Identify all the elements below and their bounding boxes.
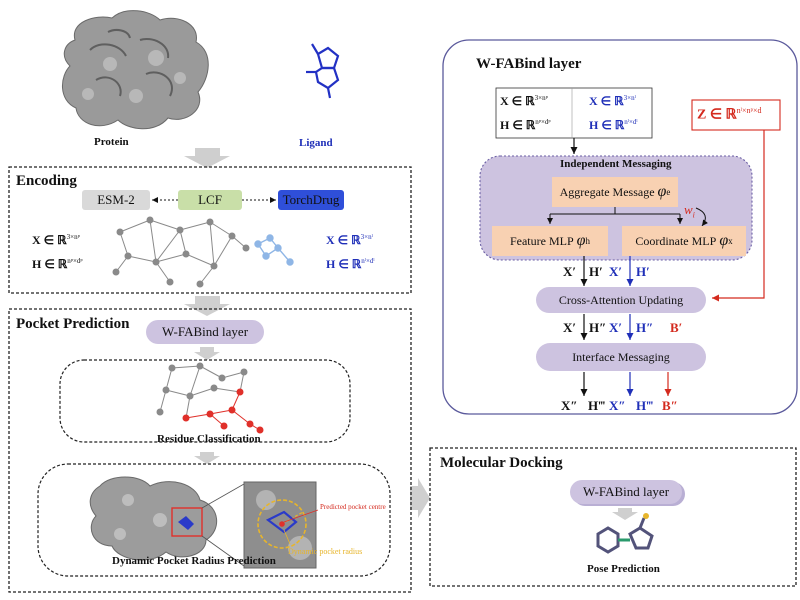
pocket-title: Pocket Prediction bbox=[16, 316, 130, 332]
encoding-ligand-x: X ∈ ℝ3×nˡ bbox=[326, 233, 373, 247]
row3-x: X″ bbox=[561, 398, 578, 413]
row2-h: H″ bbox=[589, 320, 607, 335]
protein-label: Protein bbox=[94, 136, 129, 148]
pose-prediction-label: Pose Prediction bbox=[587, 563, 660, 575]
encoding-protein-h: H ∈ ℝnᵖ×dᵖ bbox=[32, 257, 83, 271]
pocket-residues-image bbox=[182, 388, 264, 434]
row1-lh: H′ bbox=[636, 264, 650, 279]
row2-lx: X′ bbox=[609, 320, 623, 335]
input-ligand-h: H ∈ ℝnˡ×dˡ bbox=[589, 118, 638, 132]
row2-x: X′ bbox=[563, 320, 577, 335]
independent-messaging-label: Independent Messaging bbox=[560, 158, 672, 170]
encoding-title: Encoding bbox=[16, 173, 77, 189]
input-z: Z ∈ ℝnˡ×nᵖ×d bbox=[697, 106, 762, 123]
wfabind-title: W-FABind layer bbox=[476, 56, 582, 72]
pocket-protein-surface-image bbox=[89, 476, 245, 567]
flow-arrows bbox=[184, 148, 638, 520]
row3-h: H‴ bbox=[588, 398, 606, 413]
protein-surface-image bbox=[62, 10, 209, 130]
ligand-structure-image bbox=[306, 43, 340, 99]
docking-title: Molecular Docking bbox=[440, 455, 563, 471]
input-protein-h: H ∈ ℝnᵖ×dᵖ bbox=[500, 118, 551, 132]
protein-graph-image bbox=[112, 216, 250, 288]
residue-classification-label: Residue Classification bbox=[157, 433, 261, 445]
docking-wfabind-node: W-FABind layer bbox=[570, 480, 682, 504]
row2-lh: H″ bbox=[636, 320, 654, 335]
row2-b: B′ bbox=[670, 320, 683, 335]
pose-molecule-image bbox=[596, 513, 654, 554]
weight-w: wi bbox=[684, 202, 695, 220]
row1-h: H′ bbox=[589, 264, 603, 279]
esm2-node: ESM-2 bbox=[82, 190, 150, 210]
input-protein-x: X ∈ ℝ3×nᵖ bbox=[500, 94, 548, 108]
encoding-ligand-h: H ∈ ℝnˡ×dˡ bbox=[326, 257, 375, 271]
pocket-zoom-image bbox=[243, 481, 319, 569]
pocket-centre-label: Predicted pocket centre bbox=[320, 503, 386, 511]
torchdrug-node: TorchDrug bbox=[278, 190, 344, 210]
dynamic-pocket-label: Dynamic Pocket Radius Prediction bbox=[112, 555, 276, 567]
input-ligand-x: X ∈ ℝ3×nˡ bbox=[589, 94, 636, 108]
ligand-label: Ligand bbox=[299, 137, 333, 149]
cross-attention-node: Cross-Attention Updating bbox=[536, 287, 706, 313]
ligand-graph-image bbox=[254, 234, 294, 266]
row3-lh: H‴ bbox=[636, 398, 654, 413]
pocket-wfabind-node: W-FABind layer bbox=[146, 320, 264, 344]
row1-x: X′ bbox=[563, 264, 577, 279]
row3-lx: X″ bbox=[609, 398, 626, 413]
row3-b: B″ bbox=[662, 398, 678, 413]
lcf-node: LCF bbox=[178, 190, 242, 210]
interface-messaging-node: Interface Messaging bbox=[536, 343, 706, 371]
residue-graph-image bbox=[156, 362, 248, 419]
pocket-radius-label: Dynamic pocket radius bbox=[288, 547, 363, 556]
row1-lx: X′ bbox=[609, 264, 623, 279]
encoding-protein-x: X ∈ ℝ3×nᵖ bbox=[32, 233, 80, 247]
